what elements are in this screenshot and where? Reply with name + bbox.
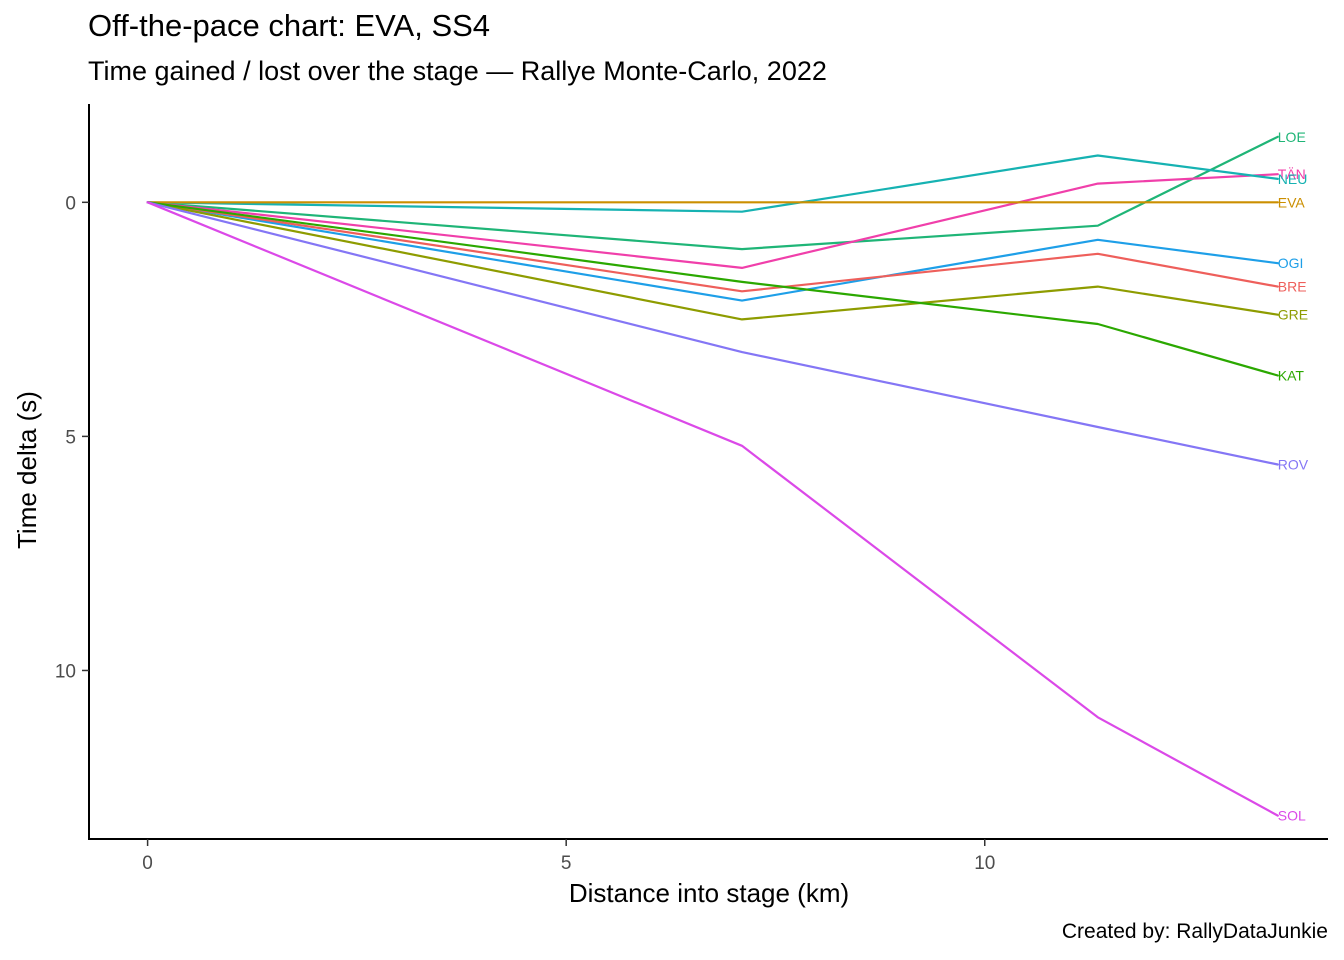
end-label-loe: LOE — [1278, 129, 1306, 145]
chart-subtitle: Time gained / lost over the stage — Rall… — [88, 56, 827, 86]
end-label-bre: BRE — [1278, 279, 1307, 295]
x-tick-label: 5 — [561, 853, 572, 874]
x-tick-label: 0 — [142, 853, 153, 874]
series-line-sol — [146, 201, 1279, 817]
chart-title: Off-the-pace chart: EVA, SS4 — [88, 8, 491, 43]
end-label-rov: ROV — [1278, 456, 1309, 472]
end-label-kat: KAT — [1278, 368, 1305, 384]
series-line-loe — [146, 135, 1279, 251]
x-axis-title: Distance into stage (km) — [569, 878, 849, 908]
y-tick-label: 0 — [65, 193, 76, 214]
end-label-ogi: OGI — [1278, 255, 1304, 271]
end-label-tän: TÄN — [1278, 166, 1306, 182]
end-label-sol: SOL — [1278, 808, 1306, 824]
series-line-bre — [146, 201, 1279, 293]
series-line-ogi — [146, 201, 1279, 302]
x-tick-label: 10 — [974, 853, 995, 874]
series-line-rov — [146, 201, 1279, 466]
y-axis-ticks: 0 5 10 — [55, 193, 89, 682]
series-layer — [146, 135, 1279, 817]
chart-caption: Created by: RallyDataJunkie — [1061, 920, 1328, 943]
x-axis-ticks: 0 5 10 — [142, 839, 995, 874]
series-line-kat — [146, 201, 1279, 377]
end-label-neu: NEU — [1278, 171, 1308, 187]
end-label-eva: EVA — [1278, 194, 1306, 210]
y-tick-label: 5 — [65, 427, 76, 448]
y-axis-title: Time delta (s) — [12, 391, 42, 549]
series-line-tän — [146, 173, 1279, 269]
series-line-neu — [146, 154, 1279, 213]
y-tick-label: 10 — [55, 661, 76, 682]
end-label-gre: GRE — [1278, 307, 1308, 323]
